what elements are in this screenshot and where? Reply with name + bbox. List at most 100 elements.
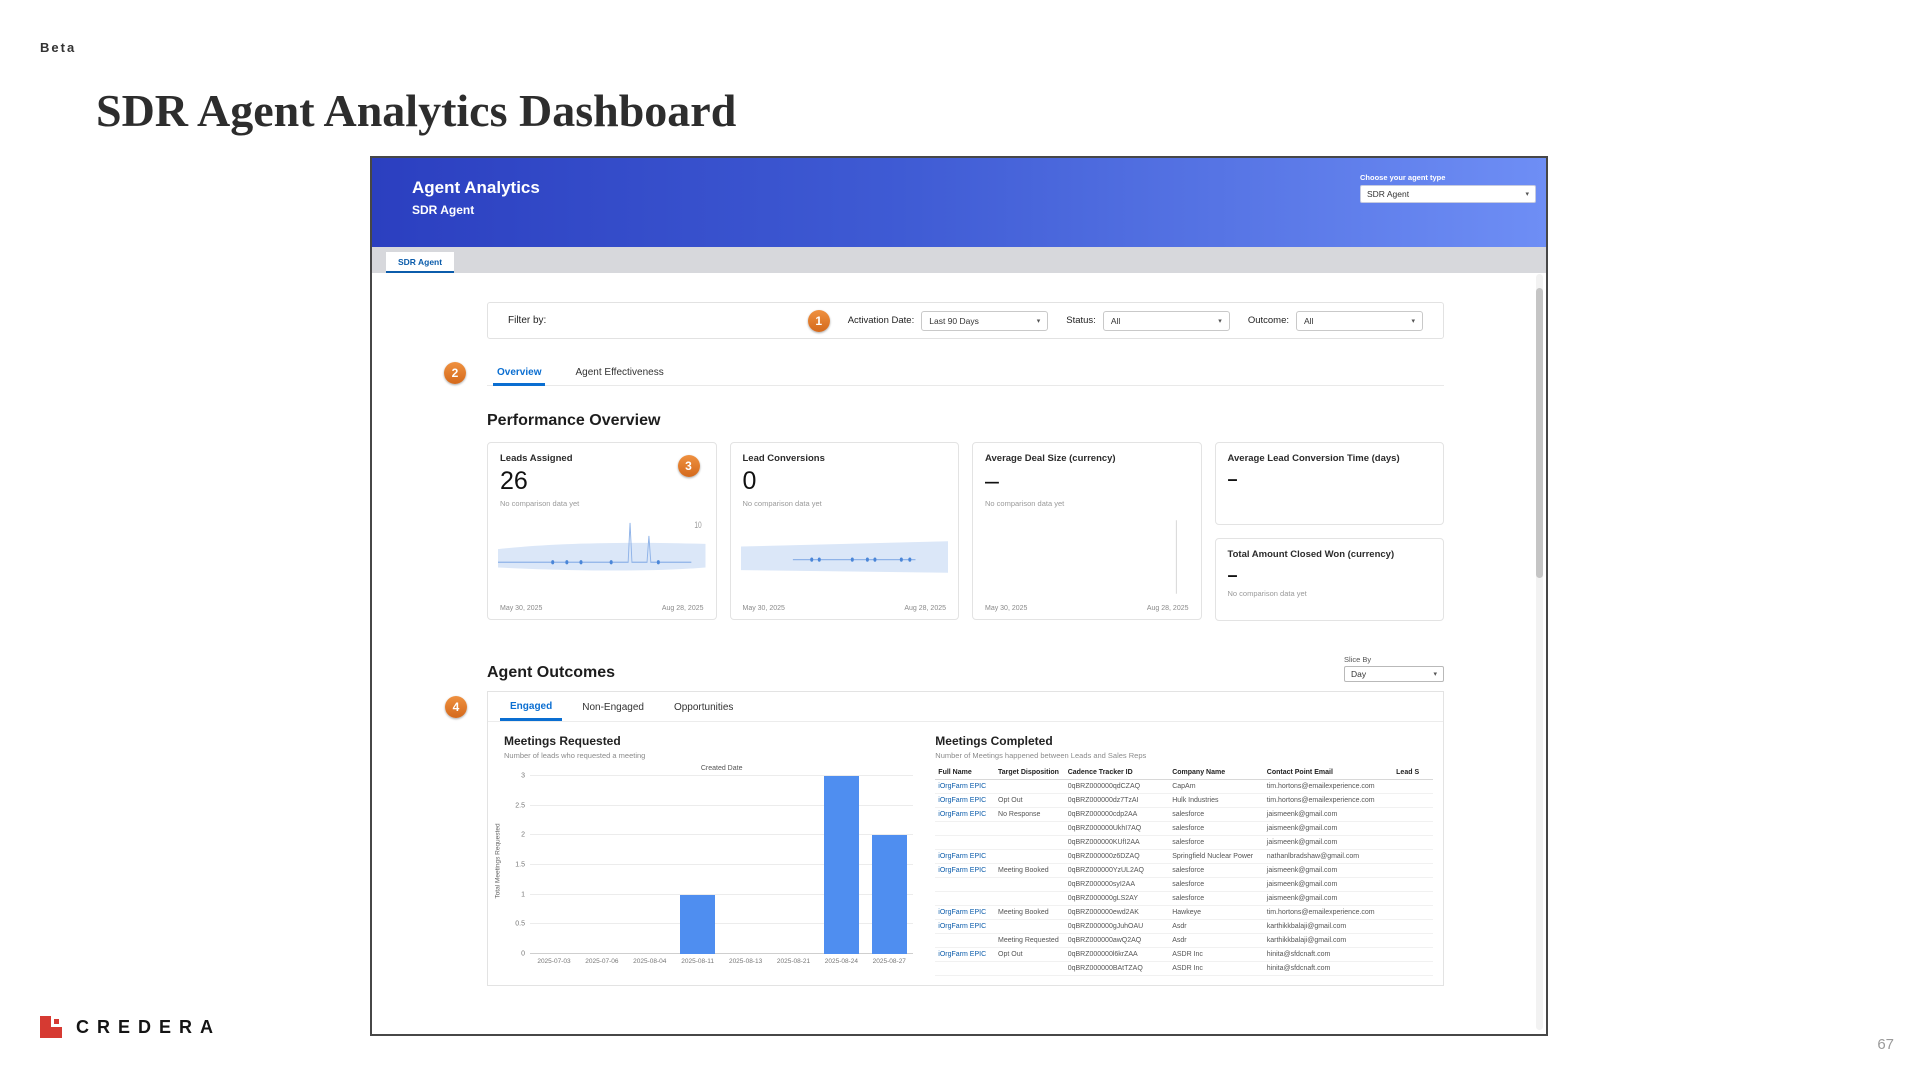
table-column-header[interactable]: Cadence Tracker ID <box>1064 766 1170 780</box>
bar-slot <box>626 776 674 954</box>
gridline <box>530 834 914 836</box>
kpi-date-range: May 30, 2025 Aug 28, 2025 <box>743 605 947 612</box>
tab-agent-effectiveness[interactable]: Agent Effectiveness <box>575 367 664 378</box>
y-tick-label: 1 <box>521 891 525 899</box>
bar[interactable] <box>680 894 715 954</box>
table-column-header[interactable]: Company Name <box>1169 766 1264 780</box>
table-column-header[interactable]: Target Disposition <box>995 766 1065 780</box>
vertical-scrollbar[interactable] <box>1536 274 1543 1030</box>
activation-date-select[interactable]: Last 90 Days ▾ <box>921 310 1049 331</box>
agent-type-select[interactable]: SDR Agent ▾ <box>1360 185 1536 203</box>
nav-tab-sdr-agent[interactable]: SDR Agent <box>386 252 455 273</box>
chevron-down-icon: ▾ <box>1411 317 1415 325</box>
main-tabs: 2 Overview Agent Effectiveness <box>444 361 1444 386</box>
table-cell <box>1393 961 1433 976</box>
outcome-label: Outcome: <box>1247 315 1289 326</box>
activation-date-filter: Activation Date: Last 90 Days ▾ <box>847 310 1049 331</box>
bars-container <box>530 776 913 954</box>
agent-outcomes-header: Agent Outcomes Slice By Day ▾ <box>487 655 1444 682</box>
table-cell <box>995 919 1065 934</box>
full-name-cell <box>935 961 996 976</box>
lead-name-link[interactable]: iOrgFarm EPIC <box>938 951 987 958</box>
table-cell <box>1393 863 1433 878</box>
outcomes-tabs: Engaged Non-Engaged Opportunities <box>488 692 1443 722</box>
kpi-value: 26 <box>500 467 528 495</box>
dashboard-body: Filter by: 1 Activation Date: Last 90 Da… <box>372 302 1546 1034</box>
table-cell: ASDR Inc <box>1169 947 1264 962</box>
credera-wordmark: CREDERA <box>76 1016 222 1037</box>
kpi-note: No comparison data yet <box>985 499 1065 508</box>
y-tick-label: 0 <box>521 950 525 958</box>
x-tick-label: 2025-08-27 <box>872 958 906 965</box>
table-cell: nathanlbradshaw@gmail.com <box>1263 849 1394 864</box>
status-select[interactable]: All ▾ <box>1102 310 1230 331</box>
table-cell: 0qBRZ000000BAtTZAQ <box>1064 961 1170 976</box>
kpi-card-avg-lead-conversion-time: Average Lead Conversion Time (days) – <box>1214 442 1444 525</box>
table-cell: 0qBRZ000000ewd2AK <box>1064 905 1170 920</box>
chevron-down-icon: ▾ <box>1525 191 1529 198</box>
lead-name-link[interactable]: iOrgFarm EPIC <box>938 797 987 804</box>
kpi-grid: Leads Assigned 26 No comparison data yet… <box>487 442 1444 621</box>
table-row: 0qBRZ000000syI2AA salesforce jaismeenk@gma… <box>935 877 1433 892</box>
table-cell <box>1393 779 1433 794</box>
kpi-card-average-deal-size: Average Deal Size (currency) – No compar… <box>972 442 1202 620</box>
date-start: May 30, 2025 <box>500 605 543 612</box>
lead-name-link[interactable]: iOrgFarm EPIC <box>938 853 987 860</box>
full-name-cell: iOrgFarm EPIC <box>935 863 996 878</box>
activation-date-label: Activation Date: <box>847 315 915 326</box>
table-cell: 0qBRZ000000cdp2AA <box>1064 807 1170 822</box>
outcome-select[interactable]: All ▾ <box>1296 310 1423 331</box>
table-cell: hinita@sfdcnaft.com <box>1263 961 1394 976</box>
meetings-completed-table: Full Name Target Disposition Cadence Track… <box>935 766 1433 976</box>
bar[interactable] <box>872 835 907 954</box>
table-cell: 0qBRZ000000dz7TzAI <box>1064 793 1170 808</box>
table-column-header[interactable]: Lead S <box>1393 766 1433 780</box>
table-cell <box>1393 877 1433 892</box>
y-tick-label: 2 <box>521 831 525 839</box>
tab-overview[interactable]: Overview <box>493 361 546 386</box>
table-cell: jaismeenk@gmail.com <box>1263 821 1394 836</box>
scrollbar-thumb[interactable] <box>1536 288 1543 578</box>
table-column-header[interactable]: Full Name <box>935 766 996 780</box>
table-cell <box>995 849 1065 864</box>
table-cell: jaismeenk@gmail.com <box>1263 807 1394 822</box>
agent-type-picker: Choose your agent type SDR Agent ▾ <box>1360 173 1536 203</box>
lead-name-link[interactable]: iOrgFarm EPIC <box>938 811 987 818</box>
tab-engaged[interactable]: Engaged <box>500 693 563 721</box>
lead-name-link[interactable]: iOrgFarm EPIC <box>938 923 987 930</box>
gridline <box>530 953 914 954</box>
meetings-completed-subtitle: Number of Meetings happened between Lead… <box>935 751 1147 760</box>
full-name-cell: iOrgFarm EPIC <box>935 919 996 934</box>
slice-by-select[interactable]: Day ▾ <box>1344 666 1444 682</box>
bar-slot <box>674 776 722 954</box>
table-cell <box>1393 891 1433 906</box>
lead-name-link[interactable]: iOrgFarm EPIC <box>938 867 987 874</box>
table-cell: Opt Out <box>995 793 1065 808</box>
lead-name-link[interactable]: iOrgFarm EPIC <box>938 783 987 790</box>
bar[interactable] <box>824 776 859 954</box>
table-cell: salesforce <box>1169 891 1264 906</box>
y-tick-label: 3 <box>521 772 525 780</box>
y-tick-label: 1.5 <box>515 861 525 869</box>
table-cell: salesforce <box>1169 863 1264 878</box>
gridline <box>530 923 914 925</box>
full-name-cell: iOrgFarm EPIC <box>935 905 996 920</box>
tab-opportunities[interactable]: Opportunities <box>673 702 734 713</box>
tab-non-engaged[interactable]: Non-Engaged <box>582 702 644 713</box>
table-cell <box>995 877 1065 892</box>
table-cell: tim.hortons@emailexperience.com <box>1263 793 1394 808</box>
bar-slot <box>817 776 865 954</box>
table-cell <box>995 891 1065 906</box>
kpi-date-range: May 30, 2025 Aug 28, 2025 <box>985 605 1189 612</box>
table-cell <box>995 779 1065 794</box>
table-cell: Springfield Nuclear Power <box>1169 849 1264 864</box>
meetings-requested-subtitle: Number of leads who requested a meeting <box>504 751 646 760</box>
lead-name-link[interactable]: iOrgFarm EPIC <box>938 909 987 916</box>
y-tick-label: 2.5 <box>515 802 525 810</box>
agent-type-label: Choose your agent type <box>1360 173 1446 182</box>
gridline <box>530 775 914 776</box>
table-column-header[interactable]: Contact Point Email <box>1263 766 1394 780</box>
meetings-requested-plot <box>530 775 914 954</box>
date-end: Aug 28, 2025 <box>1146 605 1189 612</box>
table-cell: 0qBRZ000000qdCZAQ <box>1064 779 1170 794</box>
